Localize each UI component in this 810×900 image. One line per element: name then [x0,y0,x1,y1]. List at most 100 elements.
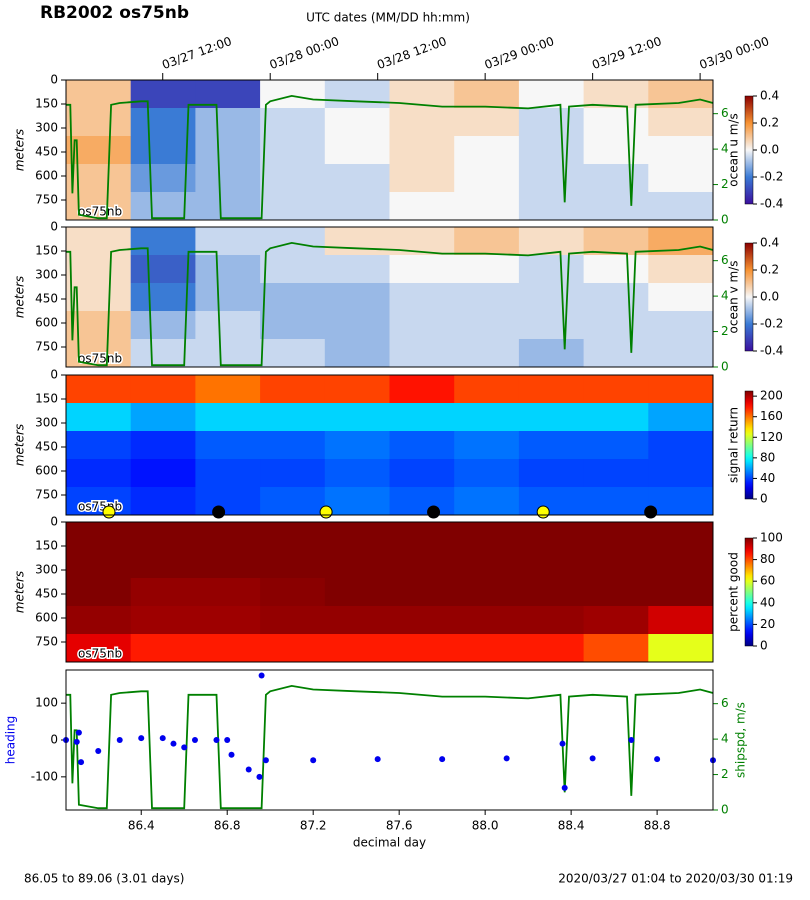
heatmap-cell [66,522,132,551]
heatmap-cell [389,164,455,193]
shipspd-line [66,241,714,367]
heatmap-cell [66,164,132,193]
colorbar-tick-label: 0.0 [760,143,779,157]
y2-tick-label: 6 [721,253,729,267]
heatmap-cell [583,227,649,256]
heatmap-cell [583,108,649,137]
heatmap-cell [389,375,455,404]
heatmap-cell [66,80,132,109]
heatmap-cell [454,403,520,432]
heatmap-cell [583,403,649,432]
heatmap-cell [648,283,714,312]
heatmap-cell [66,339,132,368]
heading-point [228,751,235,758]
heatmap-cell [324,339,390,368]
heatmap-cell [583,578,649,607]
y-tick-label: 450 [35,440,58,454]
heatmap-cell [260,136,326,165]
y-tick-label: 600 [35,169,58,183]
colorbar-tick-label: 0.0 [760,290,779,304]
panel-label: os75nb [78,352,122,366]
colorbar-tick-label: -0.2 [760,170,783,184]
heatmap-cell [195,227,261,256]
heatmap-cell [389,487,455,516]
y-tick-label: 750 [35,193,58,207]
heading-point [503,755,510,762]
heatmap-cell [66,227,132,256]
footer-right: 2020/03/27 01:04 to 2020/03/30 01:19 [558,872,793,886]
y-axis-label: heading [4,716,18,765]
heatmap-cell [518,431,585,460]
heatmap-cell [518,311,585,340]
heatmap-cell [130,339,196,368]
heatmap-cell [324,255,390,284]
y-tick-label: 750 [35,488,58,502]
heatmap-cell [518,192,585,221]
heatmap-cell [454,606,520,635]
day-night-marker [644,505,658,519]
heatmap-cell [648,522,714,551]
colorbar-tick-label: 0 [760,492,768,506]
y2-tick-label: 2 [721,767,729,781]
heatmap-cell [454,192,520,221]
heatmap-cell [324,578,390,607]
x-tick-label: 88.4 [558,819,585,833]
heading-point [116,737,123,743]
heatmap-cell [324,108,390,137]
heatmap-cell [454,459,520,488]
y-tick-label: 150 [35,97,58,111]
heatmap-cell [648,192,714,221]
y-tick-label: 150 [35,539,58,553]
heatmap-cell [324,403,390,432]
heatmap-cell [260,487,326,516]
y-tick-label: 150 [35,392,58,406]
heatmap-cell [66,550,132,579]
heatmap-cell [389,522,455,551]
heatmap-cell [130,550,196,579]
heatmap-cell [389,431,455,460]
y-axis-label: meters [13,129,27,171]
heatmap-cell [260,227,326,256]
heading-point [654,756,661,763]
heading-point [159,735,166,742]
heading-point [374,756,381,763]
heatmap-cell [195,606,261,635]
heatmap-cell [389,136,455,165]
colorbar-label: ocean u m/s [727,113,741,187]
heatmap-cell [583,487,649,516]
heatmap-cell [454,136,520,165]
heatmap-cell [130,136,196,165]
day-night-marker [319,505,333,519]
heatmap-cell [260,578,326,607]
x-tick-label: 87.6 [386,819,413,833]
y-tick-label: 600 [35,464,58,478]
heatmap-cell [583,339,649,368]
heatmap-cell [648,403,714,432]
heading-point [628,737,635,743]
heatmap-cell [130,80,196,109]
heading-point [95,748,102,755]
figure-title: RB2002 os75nb [40,3,189,23]
day-night-marker [427,505,441,519]
heatmap-cell [260,192,326,221]
shipspd-line [66,94,714,220]
x-tick-label: 88.8 [644,819,671,833]
heatmap-cell [583,459,649,488]
heading-point [73,738,80,745]
colorbar-tick-label: 0.4 [760,236,779,250]
colorbar-tick-label: 80 [760,552,775,566]
heatmap-cell [454,522,520,551]
heading-point [191,737,198,743]
heatmap-cell [454,311,520,340]
colorbar-tick-label: 0 [760,639,768,653]
x-tick-label: 88.0 [472,819,499,833]
heatmap-cell [454,339,520,368]
y-tick-label: 0 [50,220,58,234]
heatmap-cell [648,431,714,460]
heatmap-cell [195,522,261,551]
heatmap-cell [195,164,261,193]
colorbar-tick-label: -0.2 [760,317,783,331]
heatmap-cell [454,550,520,579]
heatmap-cell [260,80,326,109]
